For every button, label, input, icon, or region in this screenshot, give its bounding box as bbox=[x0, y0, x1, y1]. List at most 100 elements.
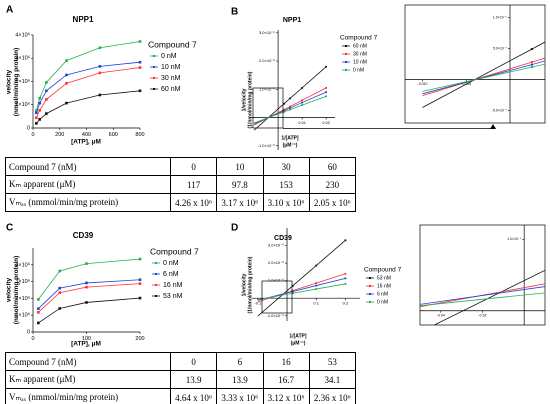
point bbox=[138, 282, 142, 285]
y-tick-label: -5.0×10⁻⁷ bbox=[492, 109, 508, 113]
table-cell: 2.05 x 10⁶ bbox=[308, 193, 357, 212]
legend-label: 60 nM bbox=[353, 43, 367, 49]
x-tick-label: 0.1 bbox=[313, 300, 319, 305]
panel-letter: A bbox=[6, 5, 13, 16]
legend-label: 30 nM bbox=[161, 75, 181, 82]
legend-marker bbox=[155, 262, 157, 264]
series-line bbox=[257, 277, 346, 301]
point bbox=[98, 46, 102, 50]
point bbox=[283, 102, 285, 105]
series-line bbox=[422, 60, 545, 95]
x-tick-label: 800 bbox=[135, 132, 144, 138]
series-line bbox=[422, 63, 545, 92]
table-cell: 16.7 bbox=[262, 370, 310, 389]
legend-label: 53 nM bbox=[377, 275, 391, 281]
table-cell: 0 bbox=[169, 352, 218, 371]
point bbox=[289, 107, 291, 109]
x-tick-label: 0 bbox=[31, 132, 34, 138]
legend-marker bbox=[369, 293, 371, 295]
table-cell: 53 bbox=[308, 352, 357, 371]
x-tick-label: -0.010 bbox=[418, 82, 428, 86]
point bbox=[65, 101, 68, 105]
table-cell: 13.9 bbox=[216, 370, 264, 389]
y-tick-label: 2.0×10⁻⁶ bbox=[259, 58, 275, 63]
point bbox=[291, 290, 294, 293]
x-tick-label: -0.04 bbox=[437, 313, 445, 317]
x-tick-label: 0.02 bbox=[322, 120, 331, 125]
y-tick-label: 1.0×10⁻⁶ bbox=[259, 86, 275, 91]
point bbox=[283, 110, 285, 113]
legend-label: 10 nM bbox=[353, 59, 367, 65]
y-tick-label: -1.0×10⁻⁶ bbox=[258, 143, 276, 148]
legend-marker bbox=[345, 69, 347, 71]
panel-letter: D bbox=[231, 223, 238, 234]
y-tick-label: 0 bbox=[27, 125, 30, 131]
table-cell: 6 bbox=[216, 352, 264, 371]
point bbox=[301, 99, 304, 102]
series-line bbox=[420, 283, 545, 308]
legend-title: Compound 7 bbox=[364, 267, 402, 274]
table-cell: Kₘ apparent (μM) bbox=[5, 175, 171, 194]
y-tick-label: 1.0×10⁻⁶ bbox=[507, 237, 522, 241]
y-tick-label: 0 bbox=[27, 329, 30, 335]
table-cell: 3.17 x 10⁶ bbox=[216, 193, 264, 212]
y-tick-label: -1.0×10⁻⁶ bbox=[267, 313, 285, 318]
chart-title: CD39 bbox=[274, 235, 292, 242]
point bbox=[85, 301, 88, 304]
x-axis-label: (μM⁻¹) bbox=[283, 142, 298, 148]
point bbox=[35, 122, 38, 125]
table-cell: 97.8 bbox=[216, 175, 264, 194]
table-cell: 10 bbox=[216, 157, 264, 176]
legend-marker bbox=[345, 45, 347, 47]
point bbox=[301, 86, 304, 89]
point bbox=[38, 118, 41, 121]
series-line bbox=[420, 292, 545, 307]
legend-marker bbox=[153, 66, 155, 68]
table-cell: 4.26 x 10⁶ bbox=[169, 193, 218, 212]
table-row: Kₘ apparent (μM) 13.9 13.9 16.7 34.1 bbox=[5, 370, 357, 389]
y-axis-label: velocity bbox=[6, 278, 13, 303]
point bbox=[138, 40, 142, 43]
zoom-box bbox=[261, 280, 293, 314]
point bbox=[35, 111, 38, 115]
table-cell: 13.9 bbox=[169, 370, 218, 389]
table-cd39: Compound 7 (nM) 0 6 16 53 Kₘ apparent (μM) 13.… bbox=[5, 352, 357, 404]
point bbox=[301, 104, 304, 107]
point bbox=[65, 59, 68, 62]
y-tick-label: 1×10⁶ bbox=[15, 312, 30, 319]
series-line bbox=[38, 258, 141, 300]
x-axis-label: (μM⁻¹) bbox=[291, 340, 306, 346]
point bbox=[45, 89, 48, 93]
table-row: Kₘ apparent (μM) 117 97.8 153 230 bbox=[5, 175, 357, 194]
y-tick-label: 2×10⁶ bbox=[15, 78, 30, 85]
x-tick-label: 600 bbox=[109, 132, 118, 138]
chart-title: NPP1 bbox=[283, 17, 301, 24]
y-axis-label: velocity bbox=[6, 70, 13, 95]
x-tick-label: 100 bbox=[82, 336, 91, 342]
point bbox=[138, 60, 142, 64]
legend-label: 0 nM bbox=[377, 299, 388, 305]
legend-marker bbox=[345, 53, 347, 55]
legend-label: 0 nM bbox=[353, 67, 364, 73]
table-cell: 3.10 x 10⁶ bbox=[262, 193, 310, 212]
point bbox=[58, 286, 62, 290]
point bbox=[58, 307, 62, 310]
point bbox=[289, 97, 291, 100]
point bbox=[530, 66, 533, 69]
table-row: Compound 7 (nM) 0 10 30 60 bbox=[5, 157, 357, 176]
zoom-arrow bbox=[283, 127, 494, 129]
point bbox=[315, 282, 318, 284]
point bbox=[283, 108, 285, 111]
point bbox=[138, 89, 142, 93]
point bbox=[37, 311, 40, 314]
y-tick-label: 3.0×10⁻⁶ bbox=[259, 30, 275, 35]
table-cell: 230 bbox=[308, 175, 357, 194]
point bbox=[291, 284, 294, 287]
y-tick-label: 4×10⁶ bbox=[15, 261, 30, 268]
legend-marker bbox=[345, 61, 347, 63]
series-line bbox=[420, 286, 545, 305]
point bbox=[315, 288, 318, 290]
table-cell: 3.12 x 10⁶ bbox=[262, 388, 310, 404]
point bbox=[301, 101, 304, 104]
